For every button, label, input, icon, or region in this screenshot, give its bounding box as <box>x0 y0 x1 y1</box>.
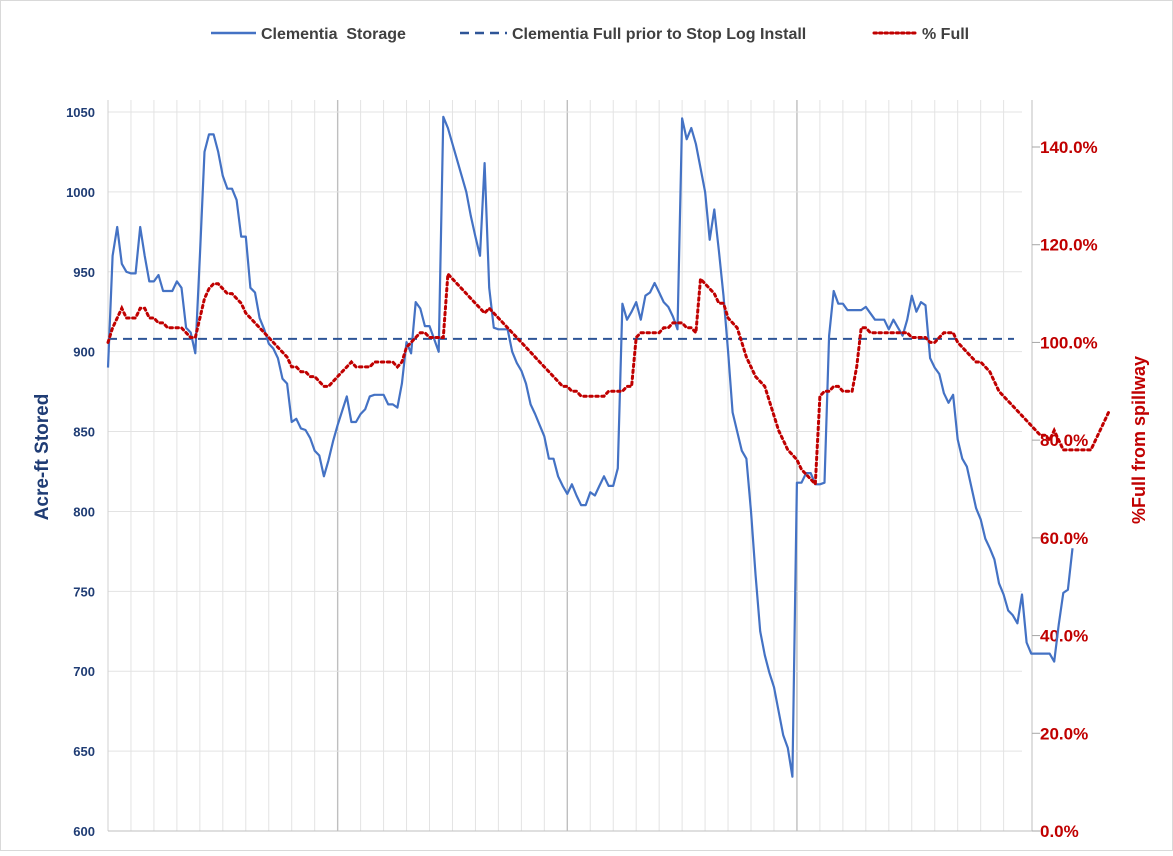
left-tick-label: 1000 <box>66 185 95 200</box>
legend-item-storage: Clementia Storage <box>211 26 406 43</box>
left-tick-label: 850 <box>73 425 95 440</box>
legend-label-full-prior: Clementia Full prior to Stop Log Install <box>512 26 806 43</box>
right-axis-ticks: 0.0% 20.0% 40.0% 60.0% 80.0% 100.0% 120.0% 140.… <box>1032 138 1098 841</box>
right-tick-label: 20.0% <box>1040 724 1088 743</box>
left-tick-label: 1050 <box>66 105 95 120</box>
percent-full-series-line <box>106 270 1111 488</box>
storage-series-line <box>106 115 1074 778</box>
left-tick-label: 900 <box>73 345 95 360</box>
major-gridlines <box>336 100 798 831</box>
right-tick-label: 140.0% <box>1040 138 1098 157</box>
legend-label-percent-full: % Full <box>922 26 969 43</box>
right-axis-label: %Full from spillway <box>1129 356 1149 524</box>
legend-item-percent-full: % Full <box>872 26 969 43</box>
left-tick-label: 700 <box>73 664 95 679</box>
left-tick-label: 750 <box>73 584 95 599</box>
right-tick-label: 60.0% <box>1040 529 1088 548</box>
legend-label-storage: Clementia Storage <box>261 26 406 43</box>
horizontal-gridlines <box>108 111 1022 752</box>
left-axis-ticks: 600 650 700 750 800 850 900 950 1000 1050 <box>66 105 95 839</box>
right-tick-label: 40.0% <box>1040 627 1088 646</box>
legend: Clementia Storage Clementia Full prior t… <box>211 26 969 43</box>
minor-gridlines <box>130 100 1005 831</box>
legend-item-full-prior: Clementia Full prior to Stop Log Install <box>460 26 806 43</box>
left-axis-label: Acre-ft Stored <box>32 394 53 521</box>
right-tick-label: 0.0% <box>1040 822 1079 841</box>
right-tick-label: 100.0% <box>1040 333 1098 352</box>
left-tick-label: 600 <box>73 824 95 839</box>
left-tick-label: 950 <box>73 265 95 280</box>
left-tick-label: 800 <box>73 504 95 519</box>
right-tick-label: 120.0% <box>1040 236 1098 255</box>
right-tick-label: 80.0% <box>1040 431 1088 450</box>
left-tick-label: 650 <box>73 744 95 759</box>
